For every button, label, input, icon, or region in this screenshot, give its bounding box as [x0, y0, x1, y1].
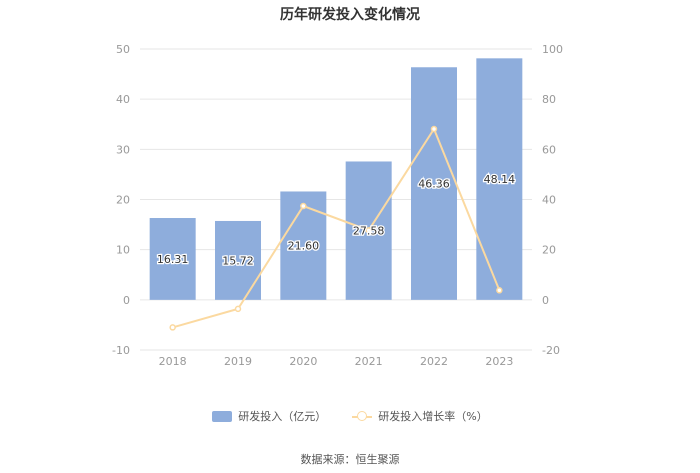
x-tick-label: 2018: [159, 355, 187, 368]
bar: [476, 58, 523, 300]
bar-value-label: 21.60: [288, 240, 320, 253]
left-tick-label: -10: [112, 344, 130, 357]
bar-value-label: 15.72: [222, 254, 254, 267]
bar: [215, 220, 261, 300]
x-tick-label: 2023: [485, 355, 513, 368]
left-tick-label: 30: [116, 143, 130, 156]
bar: [149, 218, 196, 300]
x-tick-label: 2021: [355, 355, 383, 368]
right-tick-label: 40: [542, 194, 556, 207]
legend-bar-swatch: [212, 410, 233, 422]
growth-line: [172, 126, 501, 329]
bar-value-label: 27.58: [353, 225, 385, 238]
left-tick-label: 0: [123, 294, 130, 307]
left-tick-label: 50: [116, 43, 130, 56]
right-tick-label: 0: [542, 294, 549, 307]
growth-point: [234, 305, 242, 313]
right-tick-label: 100: [542, 43, 563, 56]
left-tick-label: 40: [116, 93, 130, 106]
bar-value-label: 48.14: [484, 173, 516, 186]
bar: [280, 191, 327, 300]
x-tick-label: 2019: [224, 355, 252, 368]
legend-label-bar: 研发投入（亿元）: [238, 410, 327, 423]
legend-item-bar[interactable]: 研发投入（亿元）: [212, 408, 326, 424]
legend: 研发投入（亿元） 研发投入增长率（%）: [0, 408, 700, 424]
right-tick-label: -20: [542, 344, 560, 357]
legend-label-line: 研发投入增长率（%）: [378, 410, 488, 423]
chart-title: 历年研发投入变化情况: [280, 7, 420, 23]
bar-value-label: 16.31: [157, 253, 189, 266]
growth-point: [496, 287, 503, 294]
legend-line-swatch: [352, 410, 373, 422]
growth-point: [430, 125, 438, 133]
legend-item-line[interactable]: 研发投入增长率（%）: [352, 408, 488, 424]
right-tick-label: 60: [542, 143, 556, 156]
x-tick-label: 2020: [289, 355, 317, 368]
bar-value-label: 46.36: [418, 178, 450, 191]
left-tick-label: 10: [116, 244, 130, 257]
growth-point: [300, 202, 307, 210]
bar: [411, 67, 457, 300]
source-note: 数据来源：恒生聚源: [300, 453, 400, 466]
growth-point: [365, 227, 372, 234]
right-tick-label: 20: [542, 244, 556, 257]
x-tick-label: 2022: [420, 355, 448, 368]
left-tick-label: 20: [116, 194, 130, 207]
growth-point: [169, 324, 176, 331]
right-tick-label: 80: [542, 93, 556, 106]
